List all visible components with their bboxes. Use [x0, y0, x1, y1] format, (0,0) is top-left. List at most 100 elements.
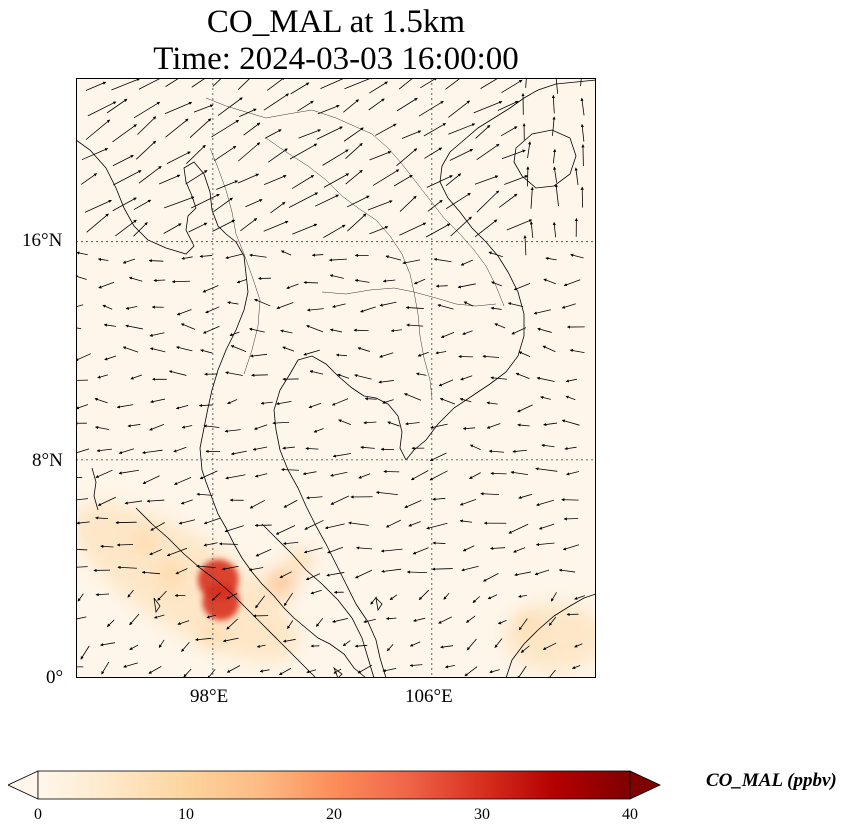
wind-vector-314: [429, 452, 447, 462]
wind-vector-161: [98, 281, 115, 289]
wind-vector-267: [260, 401, 273, 405]
wind-vector-265: [198, 403, 213, 408]
wind-vector-133: [425, 223, 451, 238]
wind-vector-20: [87, 101, 117, 117]
wind-vector-407: [248, 567, 264, 572]
wind-vector-227: [249, 353, 268, 358]
wind-vector-92: [393, 174, 413, 187]
wind-vector-486: [226, 665, 241, 673]
wind-vector-425: [211, 592, 221, 601]
wind-vector-42: [137, 116, 157, 135]
wind-vector-208: [280, 329, 293, 334]
wind-vector-404: [175, 568, 188, 575]
wind-vector-63: [166, 151, 191, 165]
wind-vector-194: [437, 304, 454, 310]
wind-vector-32: [396, 97, 418, 112]
wind-vector-348: [283, 499, 298, 508]
wind-vector-75: [476, 143, 500, 161]
wind-vector-121: [115, 219, 137, 237]
wind-vector-174: [435, 284, 448, 288]
wind-vector-354: [432, 497, 446, 501]
wind-vector-271: [364, 397, 377, 401]
wind-vector-379: [563, 517, 579, 521]
wind-vector-39: [580, 97, 585, 116]
wind-vector-477: [520, 645, 530, 653]
country-borders-layer: [205, 97, 505, 399]
wind-vector-389: [303, 547, 323, 554]
wind-vector-258: [536, 376, 555, 382]
wind-vector-254: [438, 379, 454, 387]
wind-vector-295: [462, 426, 476, 431]
wind-vector-33: [418, 100, 444, 117]
wind-vector-106: [245, 199, 263, 208]
co-plume-7: [517, 613, 538, 634]
wind-vector-77: [527, 141, 532, 159]
wind-vector-134: [450, 216, 472, 237]
wind-vector-86: [237, 173, 260, 184]
wind-vector-462: [129, 644, 139, 651]
wind-vector-375: [459, 519, 473, 523]
wind-vector-386: [219, 542, 238, 546]
wind-vector-461: [99, 642, 116, 647]
wind-vector-96: [504, 175, 529, 185]
wind-vector-283: [149, 423, 165, 431]
wind-vector-308: [282, 446, 295, 450]
wind-vector-464: [181, 642, 190, 652]
wind-vector-246: [225, 371, 243, 376]
wind-vector-429: [310, 589, 322, 595]
wind-vector-115: [476, 190, 500, 213]
wind-vector-111: [367, 200, 393, 211]
wind-vector-181: [102, 304, 113, 310]
wind-vector-448: [287, 620, 294, 630]
co-plume-haze-sumatra: [76, 503, 299, 662]
wind-vector-123: [163, 223, 182, 234]
wind-vector-497: [517, 665, 527, 678]
wind-vector-423: [157, 590, 167, 601]
map-panel[interactable]: [76, 78, 596, 678]
wind-vector-366: [224, 525, 244, 533]
wind-vector-282: [127, 424, 141, 428]
wind-vector-286: [224, 429, 241, 433]
wind-vector-127: [263, 220, 289, 232]
wind-vector-89: [323, 173, 350, 188]
wind-vector-260: [76, 404, 89, 410]
wind-vector-388: [282, 541, 299, 546]
wind-vector-398: [535, 542, 555, 547]
wind-vector-281: [94, 425, 109, 430]
wind-vector-481: [101, 661, 110, 675]
wind-vector-44: [189, 118, 212, 138]
wind-vector-426: [226, 593, 238, 600]
wind-vector-79: [581, 144, 585, 166]
wind-vector-158: [545, 256, 557, 261]
wind-vector-394: [432, 541, 446, 545]
wind-vector-78: [552, 148, 557, 164]
wind-vector-191: [360, 306, 376, 313]
colorbar-extend-max: [629, 770, 661, 800]
wind-vector-441: [106, 619, 115, 627]
wind-vector-370: [324, 523, 345, 530]
wind-vector-71: [369, 151, 392, 161]
co-plume-4: [134, 532, 155, 552]
wind-vector-460: [80, 645, 90, 660]
wind-vector-49: [316, 126, 343, 140]
wind-vector-420: [77, 593, 84, 602]
wind-vector-19: [580, 78, 582, 87]
wind-vector-144: [181, 256, 193, 260]
wind-vector-27: [263, 93, 289, 111]
wind-vector-369: [304, 519, 324, 530]
wind-vector-237: [518, 351, 531, 358]
wind-vector-350: [330, 495, 349, 505]
wind-vector-138: [552, 221, 557, 238]
wind-vector-8: [290, 82, 310, 95]
wind-vector-201: [103, 323, 116, 327]
map-canvas[interactable]: [76, 78, 596, 678]
wind-vector-297: [517, 423, 530, 427]
wind-vector-488: [278, 667, 292, 676]
wind-vector-465: [195, 637, 212, 642]
gridlines-layer: [76, 78, 596, 678]
colorbar: [8, 768, 668, 802]
wind-vector-360: [76, 521, 90, 525]
wind-vector-299: [561, 419, 580, 426]
wind-vector-495: [464, 666, 478, 677]
wind-vector-209: [306, 325, 324, 333]
